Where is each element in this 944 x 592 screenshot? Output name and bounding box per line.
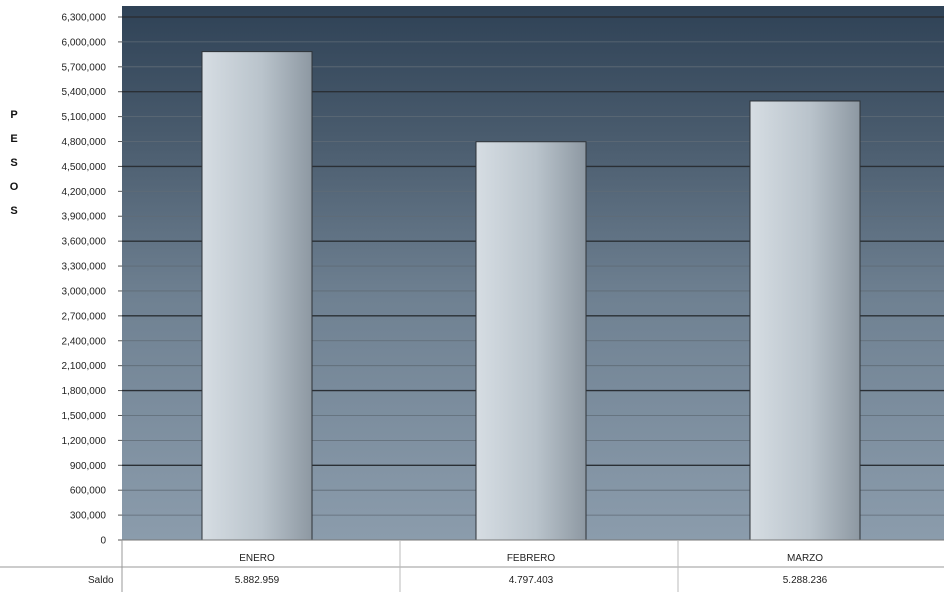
y-tick-label: 3,900,000	[62, 212, 107, 223]
data-table-value: 5.288.236	[783, 575, 828, 586]
bar-enero	[201, 51, 313, 541]
y-tick-label: 4,800,000	[62, 137, 107, 148]
y-tick-label: 5,700,000	[62, 62, 107, 73]
bar-marzo	[749, 100, 861, 541]
data-table-value: 4.797.403	[509, 575, 554, 586]
y-tick-label: 900,000	[70, 461, 107, 472]
y-tick-label: 3,600,000	[62, 237, 107, 248]
y-tick-label: 1,800,000	[62, 386, 107, 397]
y-tick-label: 1,500,000	[62, 411, 107, 422]
data-table-values: 5.882.959 4.797.403 5.288.236	[235, 575, 828, 586]
data-table-value: 5.882.959	[235, 575, 280, 586]
y-tick-label: 4,200,000	[62, 187, 107, 198]
bars	[201, 51, 861, 541]
y-tick-label: 2,400,000	[62, 336, 107, 347]
y-tick-label: 300,000	[70, 511, 107, 522]
y-tick-label: 2,100,000	[62, 361, 107, 372]
y-tick-label: 6,000,000	[62, 37, 107, 48]
category-label: MARZO	[787, 553, 823, 564]
y-tick-label: 2,700,000	[62, 311, 107, 322]
y-tick-label: 5,400,000	[62, 87, 107, 98]
data-table: ENERO FEBRERO MARZO Saldo 5.882.959 4.797.4…	[0, 539, 944, 592]
data-table-row-label: Saldo	[88, 575, 114, 586]
x-axis-categories: ENERO FEBRERO MARZO	[239, 553, 823, 564]
y-tick-label: 5,100,000	[62, 112, 107, 123]
y-tick-label: 600,000	[70, 486, 107, 497]
y-tick-label: 4,500,000	[62, 162, 107, 173]
y-tick-label: 1,200,000	[62, 436, 107, 447]
y-axis-ticks: 0 300,000 600,000 900,000 1,200,000 1,500,000…	[62, 13, 122, 547]
y-tick-label: 0	[100, 536, 106, 547]
category-label: ENERO	[239, 553, 275, 564]
bar-febrero	[475, 141, 587, 541]
y-tick-label: 6,300,000	[62, 13, 107, 24]
y-tick-label: 3,300,000	[62, 262, 107, 273]
y-tick-label: 3,000,000	[62, 286, 107, 297]
category-label: FEBRERO	[507, 553, 556, 564]
